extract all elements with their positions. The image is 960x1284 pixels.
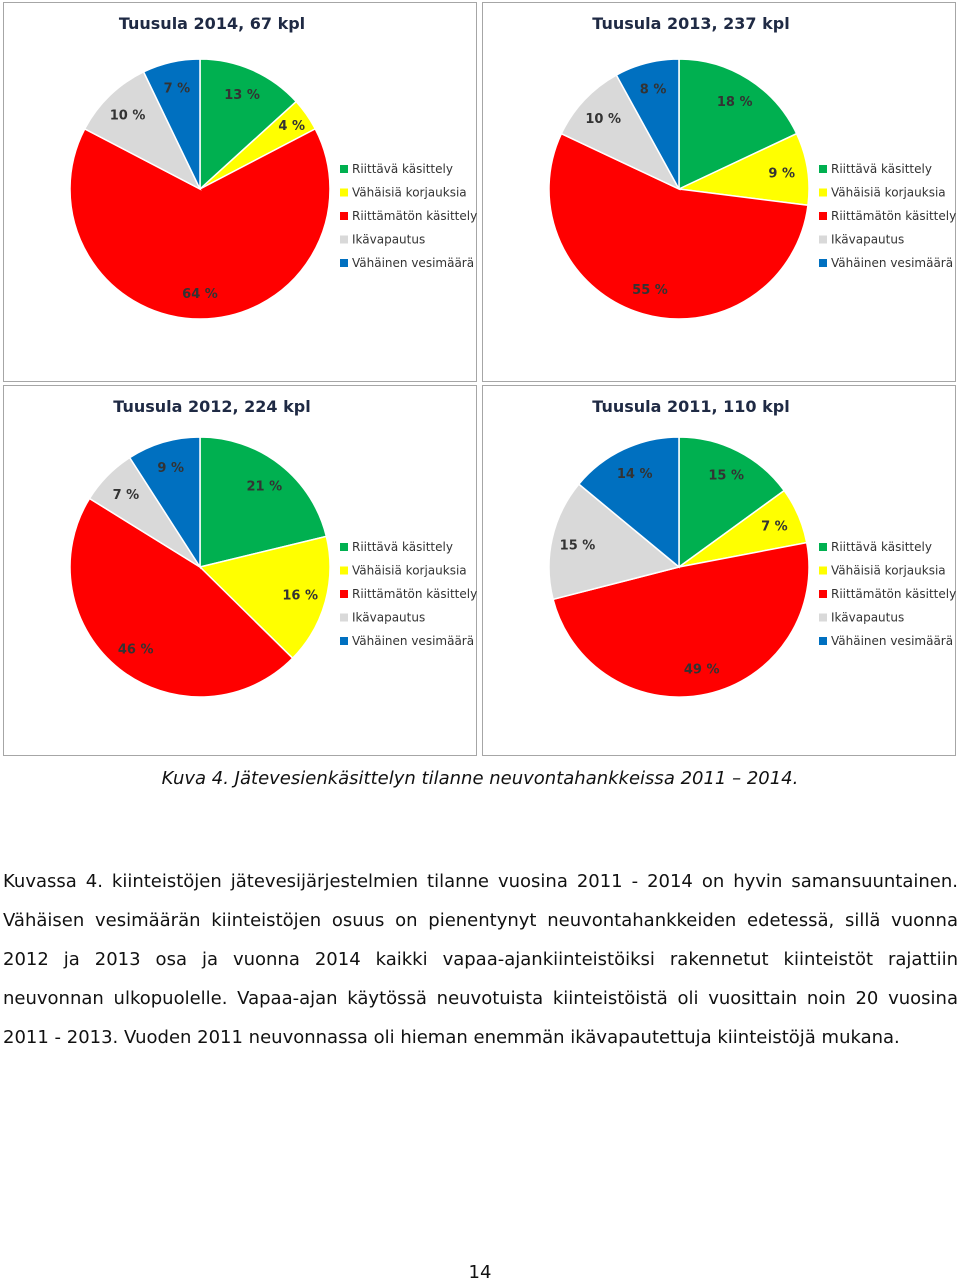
pie-slice-riittamaton-kasittely [552, 541, 810, 698]
legend-swatch-vahaisia-korjauksia [819, 188, 827, 197]
chart-panel-2013: Tuusula 2013, 237 kpl 18 % 9 % 55 % 10 % 8 % R… [482, 2, 956, 382]
slice-label-riittava-kasittely: 18 % [717, 95, 753, 110]
legend-label-riittava-kasittely: Riittävä käsittely [831, 162, 932, 176]
slice-label-ikavapautus: 7 % [113, 488, 140, 503]
legend-swatch-riittava-kasittely [819, 543, 827, 551]
slice-label-vahaisia-korjauksia: 4 % [278, 119, 305, 134]
pie-slice-riittava-kasittely [678, 436, 786, 569]
legend-swatch-vahainen-vesimaara [340, 637, 348, 645]
slice-label-vahaisia-korjauksia: 16 % [282, 589, 318, 604]
chart-panel-2011: Tuusula 2011, 110 kpl 15 % 7 % 49 % 15 % 14 %… [482, 385, 956, 756]
legend-label-riittamaton-kasittely: Riittämätön käsittely [831, 587, 956, 601]
legend-swatch-vahaisia-korjauksia [819, 566, 827, 575]
legend-label-ikavapautus: Ikävapautus [352, 233, 425, 247]
slice-label-ikavapautus: 10 % [110, 108, 146, 123]
chart-title-2014: Tuusula 2014, 67 kpl [119, 14, 305, 33]
legend-label-vahainen-vesimaara: Vähäinen vesimäärä [831, 256, 953, 270]
slice-label-riittava-kasittely: 15 % [708, 468, 744, 483]
legend-label-riittava-kasittely: Riittävä käsittely [352, 162, 453, 176]
slice-label-riittamaton-kasittely: 49 % [684, 663, 720, 678]
slice-label-vahainen-vesimaara: 14 % [617, 467, 653, 482]
pie-slice-ikavapautus [83, 70, 202, 191]
legend-swatch-riittava-kasittely [340, 165, 348, 173]
legend-label-vahaisia-korjauksia: Vähäisiä korjauksia [352, 186, 467, 200]
legend-swatch-riittamaton-kasittely [340, 212, 348, 220]
pie-slice-vahainen-vesimaara [615, 58, 680, 190]
pie-chart-2012: Tuusula 2012, 224 kpl 21 % 16 % 46 % 7 % 9 % R… [69, 397, 477, 698]
slice-label-vahaisia-korjauksia: 7 % [761, 520, 788, 535]
pie-slice-vahainen-vesimaara [577, 436, 680, 569]
legend-swatch-vahainen-vesimaara [819, 259, 827, 267]
pie-slice-riittamaton-kasittely [69, 127, 331, 320]
pie-slice-vahaisia-korjauksia [198, 535, 331, 660]
legend-swatch-ikavapautus [340, 613, 348, 622]
legend-label-vahaisia-korjauksia: Vähäisiä korjauksia [831, 186, 946, 200]
legend-swatch-riittava-kasittely [819, 165, 827, 173]
page-number: 14 [468, 1262, 492, 1283]
pie-slice-riittamaton-kasittely [548, 132, 809, 320]
legend-label-riittava-kasittely: Riittävä käsittely [831, 540, 932, 554]
pie-chart-2014: Tuusula 2014, 67 kpl 13 % 4 % 64 % 10 % 7 % Ri… [69, 14, 477, 320]
slice-label-ikavapautus: 15 % [560, 538, 596, 553]
legend-label-vahaisia-korjauksia: Vähäisiä korjauksia [352, 564, 467, 578]
legend-label-vahainen-vesimaara: Vähäinen vesimäärä [352, 634, 474, 648]
pie-slice-riittava-kasittely [199, 436, 328, 568]
slice-label-riittamaton-kasittely: 64 % [182, 287, 218, 302]
legend-swatch-riittamaton-kasittely [819, 212, 827, 220]
slice-label-vahainen-vesimaara: 7 % [164, 82, 191, 97]
legend-swatch-vahainen-vesimaara [340, 259, 348, 267]
legend-swatch-vahaisia-korjauksia [340, 188, 348, 197]
legend-swatch-ikavapautus [819, 613, 827, 622]
legend-label-riittamaton-kasittely: Riittämätön käsittely [352, 209, 477, 223]
chart-title-2012: Tuusula 2012, 224 kpl [113, 397, 310, 416]
legend-label-ikavapautus: Ikävapautus [831, 611, 904, 625]
legend-label-ikavapautus: Ikävapautus [352, 611, 425, 625]
legend-swatch-riittamaton-kasittely [819, 590, 827, 598]
pie-slice-riittamaton-kasittely [69, 497, 294, 698]
slice-label-riittava-kasittely: 21 % [246, 479, 282, 494]
legend-label-riittamaton-kasittely: Riittämätön käsittely [831, 209, 956, 223]
chart-panel-2014: Tuusula 2014, 67 kpl 13 % 4 % 64 % 10 % 7 % Ri… [3, 2, 477, 382]
chart-title-2013: Tuusula 2013, 237 kpl [592, 14, 789, 33]
slice-label-vahainen-vesimaara: 9 % [157, 461, 184, 476]
pie-slice-vahainen-vesimaara [142, 58, 201, 190]
legend-label-riittamaton-kasittely: Riittämätön käsittely [352, 587, 477, 601]
legend-swatch-vahainen-vesimaara [819, 637, 827, 645]
legend-label-ikavapautus: Ikävapautus [831, 233, 904, 247]
slice-label-vahainen-vesimaara: 8 % [640, 82, 667, 97]
legend-swatch-vahaisia-korjauksia [340, 566, 348, 575]
legend-swatch-riittamaton-kasittely [340, 590, 348, 598]
legend-label-vahainen-vesimaara: Vähäinen vesimäärä [831, 634, 953, 648]
legend-label-vahainen-vesimaara: Vähäinen vesimäärä [352, 256, 474, 270]
slice-label-riittamaton-kasittely: 55 % [632, 283, 668, 298]
pie-slice-ikavapautus [548, 483, 681, 601]
slice-label-vahaisia-korjauksia: 9 % [768, 167, 795, 182]
slice-label-ikavapautus: 10 % [585, 112, 621, 127]
chart-panel-2012: Tuusula 2012, 224 kpl 21 % 16 % 46 % 7 % 9 % R… [3, 385, 477, 756]
pie-chart-2011: Tuusula 2011, 110 kpl 15 % 7 % 49 % 15 % 14 %… [548, 397, 956, 698]
pie-slice-riittava-kasittely [199, 58, 298, 191]
legend-swatch-ikavapautus [819, 235, 827, 244]
pie-slice-ikavapautus [560, 74, 681, 191]
chart-title-2011: Tuusula 2011, 110 kpl [592, 397, 789, 416]
body-paragraph: Kuvassa 4. kiinteistöjen jätevesijärjest… [3, 871, 958, 1048]
legend-swatch-ikavapautus [340, 235, 348, 244]
pie-slice-vahainen-vesimaara [128, 436, 201, 570]
legend-label-riittava-kasittely: Riittävä käsittely [352, 540, 453, 554]
slice-label-riittava-kasittely: 13 % [224, 88, 260, 103]
figure-caption: Kuva 4. Jätevesienkäsittelyn tilanne neu… [161, 768, 799, 789]
legend-label-vahaisia-korjauksia: Vähäisiä korjauksia [831, 564, 946, 578]
legend-swatch-riittava-kasittely [340, 543, 348, 551]
slice-label-riittamaton-kasittely: 46 % [118, 643, 154, 658]
pie-chart-2013: Tuusula 2013, 237 kpl 18 % 9 % 55 % 10 % 8 % R… [548, 14, 956, 320]
pie-slice-riittava-kasittely [678, 58, 798, 191]
